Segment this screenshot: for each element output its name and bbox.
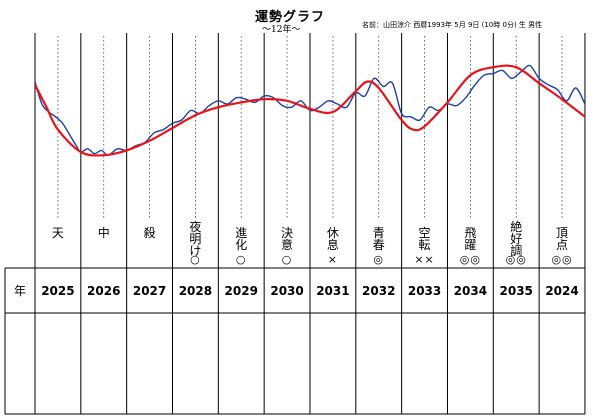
fortune-name-char: 点 bbox=[556, 238, 568, 252]
year-label: 2025 bbox=[41, 284, 74, 298]
fortune-mark: ◎◎ bbox=[551, 253, 572, 266]
year-label: 2033 bbox=[408, 284, 441, 298]
fortune-name-char: 頂 bbox=[556, 226, 568, 240]
chart-subtitle: ～12年～ bbox=[262, 25, 301, 35]
year-label: 2024 bbox=[545, 284, 578, 298]
fortune-mark: ◎◎ bbox=[460, 253, 481, 266]
year-label: 2027 bbox=[133, 284, 166, 298]
fortune-mark: ×× bbox=[414, 253, 434, 266]
fortune-name-char: 調 bbox=[510, 244, 522, 258]
year-label: 2034 bbox=[454, 284, 487, 298]
year-label: 2032 bbox=[362, 284, 395, 298]
fortune-name-char: 春 bbox=[373, 238, 385, 252]
fortune-name-char: 決 bbox=[281, 226, 293, 240]
year-row-label: 年 bbox=[14, 284, 26, 298]
fortune-mark: ○ bbox=[236, 253, 247, 266]
fortune-name-char: 空 bbox=[419, 226, 431, 240]
fortune-name-char: 意 bbox=[281, 237, 293, 252]
fortune-mark: ○ bbox=[282, 253, 293, 266]
year-label: 2026 bbox=[87, 284, 120, 298]
year-label: 2035 bbox=[500, 284, 533, 298]
year-label: 2029 bbox=[225, 284, 258, 298]
fortune-name-char: 飛 bbox=[464, 226, 476, 240]
year-label: 2030 bbox=[270, 284, 303, 298]
fortune-mark: × bbox=[328, 253, 338, 266]
fortune-trend-line bbox=[35, 64, 585, 157]
fortune-name-char: 進 bbox=[235, 226, 247, 240]
fortune-mark: ◎◎ bbox=[506, 253, 527, 266]
person-info: 名前：山田涼介 西暦1993年 5月 9日 (10時 0分) 生 男性 bbox=[362, 21, 543, 29]
fortune-mark: ○ bbox=[190, 253, 201, 266]
fortune-name-char: 休 bbox=[327, 226, 339, 240]
fortune-name-char: 躍 bbox=[464, 238, 476, 252]
fortune-name-char: 殺 bbox=[144, 226, 156, 240]
fortune-name-char: 青 bbox=[373, 226, 385, 240]
fortune-name-char: 天 bbox=[52, 226, 64, 240]
fortune-name-char: 絶 bbox=[510, 219, 522, 234]
year-label: 2031 bbox=[316, 284, 349, 298]
fortune-name-char: 夜 bbox=[189, 219, 201, 234]
fortune-name-char: 化 bbox=[235, 238, 247, 252]
fortune-name-char: け bbox=[189, 244, 201, 258]
chart-title: 運勢グラフ bbox=[255, 10, 326, 25]
fortune-name-char: 転 bbox=[419, 238, 431, 252]
fortune-name-char: 好 bbox=[510, 232, 522, 246]
fortune-mark: ◎ bbox=[373, 253, 384, 266]
fortune-name-char: 中 bbox=[98, 225, 110, 240]
fortune-name-char: 明 bbox=[189, 232, 201, 246]
fortune-name-char: 息 bbox=[327, 237, 339, 252]
year-label: 2028 bbox=[179, 284, 212, 298]
